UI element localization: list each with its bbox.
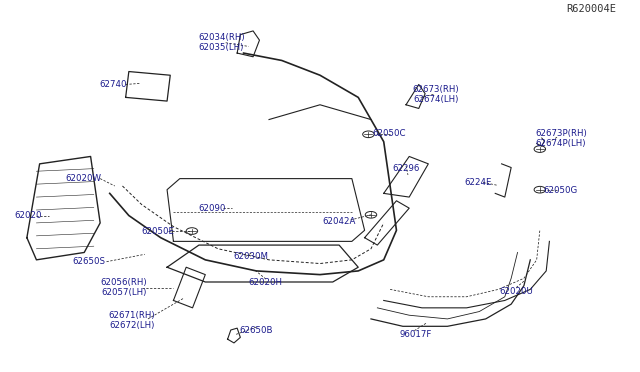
Text: 62050G: 62050G xyxy=(544,186,578,195)
Text: 62050C: 62050C xyxy=(372,129,406,138)
Text: 96017F: 96017F xyxy=(399,330,432,339)
Text: 62671(RH)
62672(LH): 62671(RH) 62672(LH) xyxy=(109,311,156,330)
Text: 62673P(RH)
62674P(LH): 62673P(RH) 62674P(LH) xyxy=(535,129,587,148)
Text: R620004E: R620004E xyxy=(566,4,616,14)
Text: 62090: 62090 xyxy=(198,203,225,213)
Text: 62050E: 62050E xyxy=(141,227,174,235)
Text: 62020W: 62020W xyxy=(65,174,101,183)
Text: 62030M: 62030M xyxy=(234,252,269,262)
Text: 62020U: 62020U xyxy=(499,287,533,296)
Text: 6224E: 6224E xyxy=(464,178,492,187)
Text: 62296: 62296 xyxy=(392,164,420,173)
Text: 62740: 62740 xyxy=(99,80,127,89)
Text: 62650S: 62650S xyxy=(73,257,106,266)
Text: 62020H: 62020H xyxy=(249,278,283,287)
Text: 62020: 62020 xyxy=(15,211,42,220)
Text: 62042A: 62042A xyxy=(323,217,356,225)
Text: 62650B: 62650B xyxy=(239,326,273,335)
Text: 62673(RH)
62674(LH): 62673(RH) 62674(LH) xyxy=(413,85,460,104)
Text: 62056(RH)
62057(LH): 62056(RH) 62057(LH) xyxy=(100,278,147,297)
Text: 62034(RH)
62035(LH): 62034(RH) 62035(LH) xyxy=(198,33,244,52)
